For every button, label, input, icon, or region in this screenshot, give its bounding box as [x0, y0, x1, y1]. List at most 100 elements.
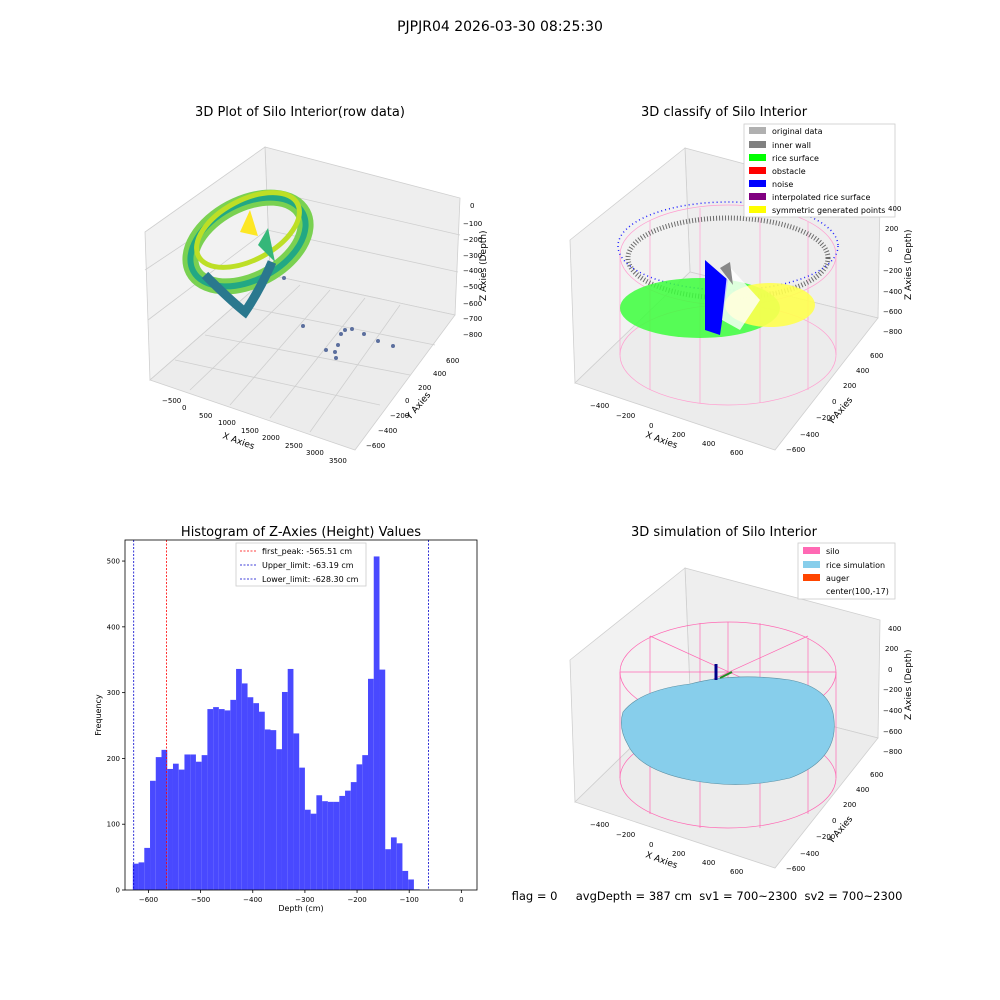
raw-x-tick: 1000: [218, 419, 236, 427]
raw-x-tick: 2500: [285, 442, 303, 450]
svg-text:−200: −200: [883, 686, 902, 694]
legend-item-original-data: original data: [749, 127, 823, 136]
svg-text:200: 200: [843, 382, 856, 390]
legend-item-symmetric: symmetric generated points: [749, 206, 885, 215]
svg-text:−200: −200: [816, 414, 835, 422]
svg-text:original data: original data: [772, 127, 823, 136]
histogram-bar: [345, 790, 351, 890]
raw-x-tick: 500: [199, 412, 212, 420]
svg-text:silo: silo: [826, 547, 840, 556]
auger-marker: [714, 664, 733, 680]
raw-x-tick: 2000: [262, 434, 280, 442]
raw-y-tick: 200: [418, 384, 431, 392]
svg-text:−400: −400: [800, 850, 819, 858]
legend-item-center: center(100,-17): [826, 587, 889, 596]
histogram-vlines: [133, 540, 429, 890]
legend-item-inner-wall: inner wall: [749, 141, 811, 150]
histogram-bar: [362, 755, 369, 890]
svg-text:symmetric generated points: symmetric generated points: [772, 206, 885, 215]
svg-text:600: 600: [730, 449, 743, 457]
svg-text:interpolated rice surface: interpolated rice surface: [772, 193, 870, 202]
histogram-bar: [172, 763, 179, 890]
legend-item-rice-surface: rice surface: [749, 154, 819, 163]
histogram-bar: [379, 669, 386, 890]
histogram-bar: [241, 683, 248, 890]
classify-x-ticks: −400 −200 0 200 400 600: [590, 402, 743, 457]
histogram-bar: [293, 733, 300, 890]
raw-plot-outlier-points: [282, 276, 395, 360]
svg-text:0: 0: [888, 666, 892, 674]
raw-z-tick: 0: [470, 202, 474, 210]
raw-z-tick: −700: [463, 315, 482, 323]
histogram-bar: [304, 809, 311, 890]
svg-text:rice surface: rice surface: [772, 154, 819, 163]
svg-text:−400: −400: [590, 821, 609, 829]
histogram-y-tick-label: 300: [107, 689, 120, 697]
histogram-bar: [408, 879, 414, 890]
histogram-bar: [287, 668, 294, 890]
histogram-x-tick-label: −300: [295, 896, 314, 904]
histogram-x-tick-label: −400: [243, 896, 262, 904]
svg-text:600: 600: [870, 352, 883, 360]
histogram-bar: [259, 711, 265, 890]
histogram-bar: [322, 801, 328, 890]
raw-y-tick: 400: [433, 370, 446, 378]
histogram-x-ticks: −600 −500 −400 −300 −200 −100 0: [139, 890, 464, 904]
legend-item-first-peak: first_peak: -565.51 cm: [240, 547, 352, 556]
simulation-plot-ylabel: Y Axies: [826, 814, 855, 846]
svg-text:Lower_limit: -628.30 cm: Lower_limit: -628.30 cm: [262, 575, 359, 584]
histogram-xlabel: Depth (cm): [278, 904, 323, 913]
histogram-bar: [190, 754, 196, 890]
raw-z-tick: −800: [463, 331, 482, 339]
svg-text:−400: −400: [883, 288, 902, 296]
histogram-bar: [385, 849, 391, 890]
svg-text:400: 400: [888, 625, 901, 633]
classify-legend: original data inner wall rice surface ob…: [749, 127, 885, 215]
raw-plot-ylabel: Y Axies: [404, 390, 433, 422]
histogram-bar: [207, 709, 214, 890]
histogram-bar: [201, 755, 208, 890]
raw-y-tick: −200: [390, 412, 409, 420]
svg-text:−200: −200: [616, 412, 635, 420]
histogram-bar: [316, 795, 323, 890]
histogram-bar: [276, 749, 282, 890]
svg-text:−800: −800: [883, 748, 902, 756]
svg-text:0: 0: [888, 246, 892, 254]
raw-x-tick: −500: [162, 397, 181, 405]
histogram-bars: [132, 556, 420, 890]
histogram-bar: [333, 801, 340, 890]
raw-z-tick: −400: [463, 267, 482, 275]
svg-text:−600: −600: [786, 446, 805, 454]
histogram-bar: [184, 754, 191, 890]
svg-text:200: 200: [672, 850, 685, 858]
histogram-bar: [144, 847, 151, 890]
histogram-bar: [264, 729, 271, 890]
histogram-bar: [270, 730, 277, 890]
legend-item-rice-simulation: rice simulation: [803, 561, 885, 570]
histogram-bar: [161, 749, 168, 890]
svg-text:−200: −200: [883, 267, 902, 275]
histogram-bar: [138, 862, 145, 890]
raw-z-tick: −300: [463, 252, 482, 260]
svg-text:400: 400: [856, 786, 869, 794]
svg-text:center(100,-17): center(100,-17): [826, 587, 889, 596]
svg-text:−800: −800: [883, 328, 902, 336]
histogram-bar: [339, 795, 346, 890]
histogram-x-tick-label: −100: [400, 896, 419, 904]
simulation-plot-title: 3D simulation of Silo Interior: [631, 525, 818, 540]
histogram-y-tick-label: 500: [107, 558, 120, 566]
classify-plot-zlabel: Z Axies (Depth): [904, 229, 914, 300]
svg-text:400: 400: [702, 440, 715, 448]
classify-legend-box: [743, 123, 896, 218]
svg-text:auger: auger: [826, 574, 850, 583]
svg-text:−400: −400: [800, 431, 819, 439]
histogram-bar: [368, 678, 374, 890]
histogram-bar: [373, 556, 380, 890]
histogram-bar: [299, 767, 305, 890]
histogram-y-tick-label: 400: [107, 623, 120, 631]
svg-text:400: 400: [888, 205, 901, 213]
svg-text:−600: −600: [786, 865, 805, 873]
histogram-x-tick-label: −500: [191, 896, 210, 904]
histogram-bar: [356, 764, 363, 890]
raw-plot-y-ticks: −600 −400 −200 0 200 400 600: [366, 357, 459, 450]
